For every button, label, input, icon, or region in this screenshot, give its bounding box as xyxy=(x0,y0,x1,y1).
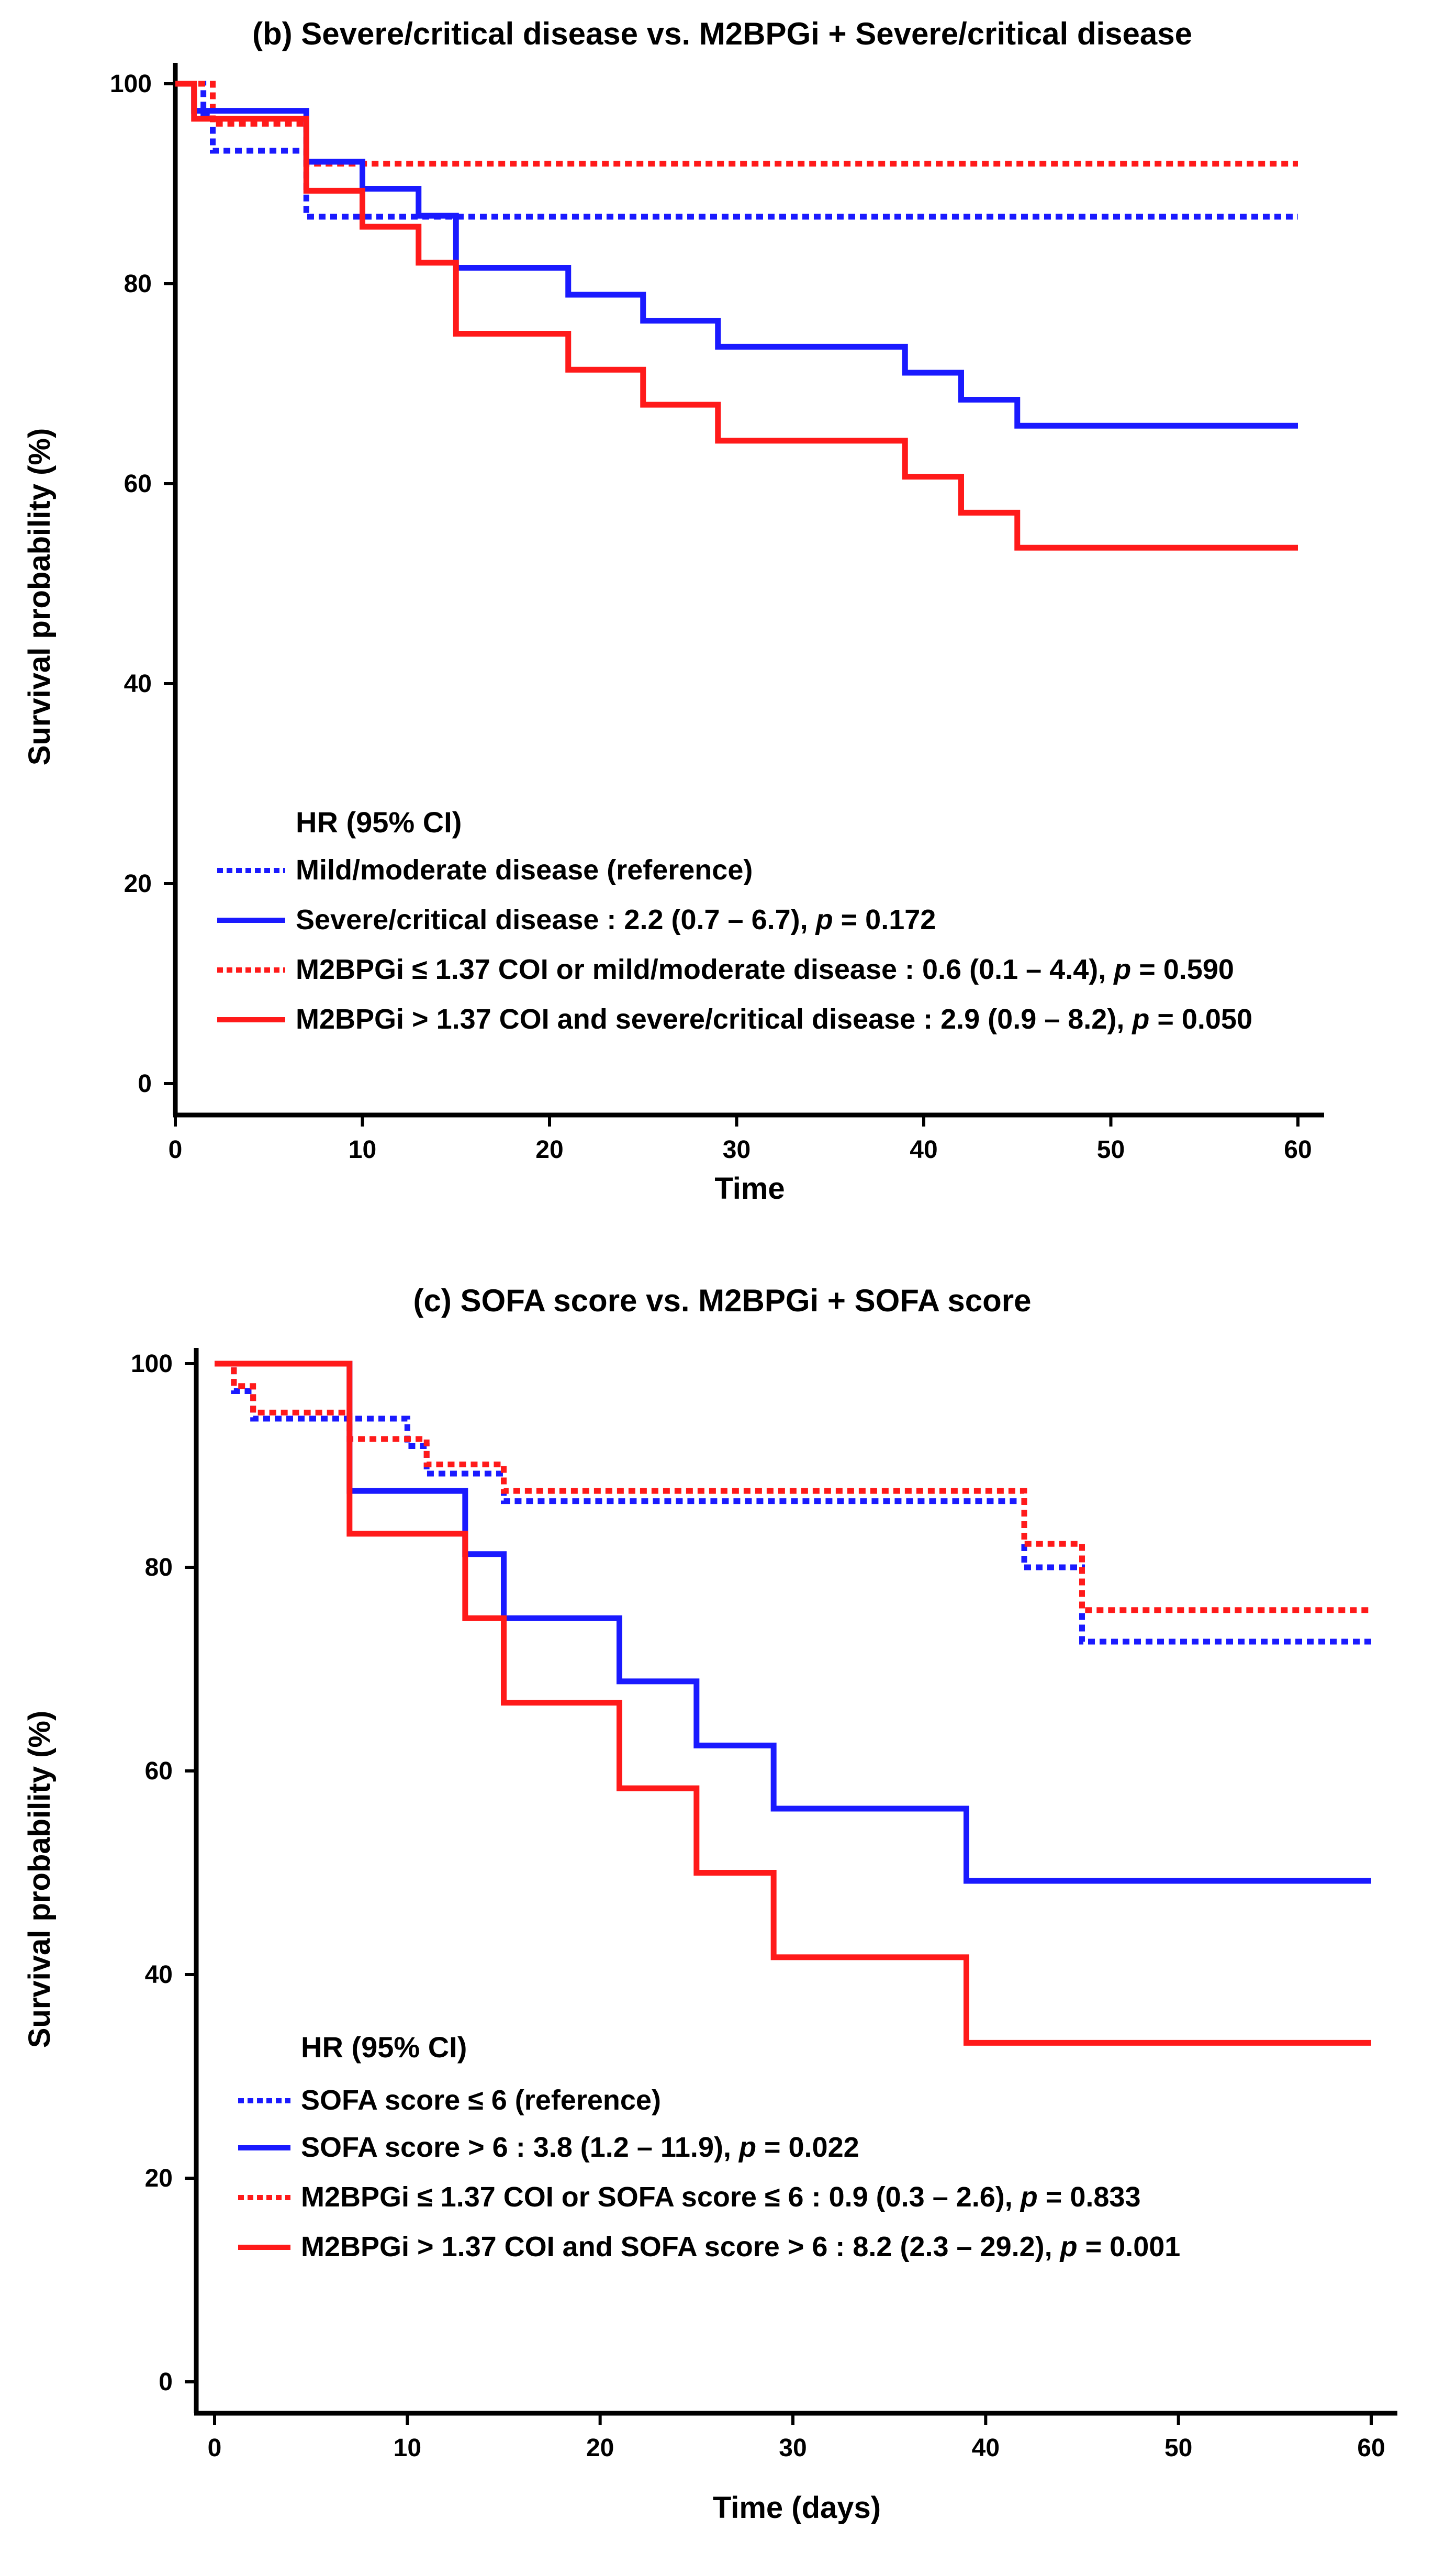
panel-c-curve-1 xyxy=(215,1361,1371,1645)
panel-b-legend-entry: M2BPGi > 1.37 COI and severe/critical di… xyxy=(296,1004,1252,1035)
panel-b-legend: HR (95% CI) Mild/moderate disease (refere… xyxy=(217,806,1252,1035)
panel-b-curve-2 xyxy=(175,81,1298,429)
panel-c-y-tick-label: 20 xyxy=(145,2165,173,2192)
panel-c-x-tick-label: 0 xyxy=(208,2434,222,2462)
panel-b-y-tick-label: 20 xyxy=(124,870,152,898)
panel-b-y-tick-label: 100 xyxy=(110,70,152,98)
panel-c-x-tick-label: 30 xyxy=(779,2434,807,2462)
panel-b-curve-4 xyxy=(175,81,1298,551)
panel-b-x-tick-label: 60 xyxy=(1284,1136,1312,1164)
panel-c-y-tick-label: 80 xyxy=(145,1554,173,1581)
panel-b-x-axis-label: Time xyxy=(714,1172,785,1206)
panel-c-legend-title: HR (95% CI) xyxy=(301,2031,467,2064)
panel-b-chart: (b) Severe/critical disease vs. M2BPGi +… xyxy=(23,16,1324,1206)
panel-c-curve-3 xyxy=(215,1361,1371,1613)
panel-b-x-tick-label: 50 xyxy=(1097,1136,1125,1164)
panel-c-legend-entry: SOFA score ≤ 6 (reference) xyxy=(301,2084,661,2116)
panel-b-legend-entry: M2BPGi ≤ 1.37 COI or mild/moderate disea… xyxy=(296,954,1234,985)
panel-c-legend-entry: M2BPGi > 1.37 COI and SOFA score > 6 : 8… xyxy=(301,2231,1180,2262)
panel-b-y-tick-label: 40 xyxy=(124,670,152,698)
panel-c-y-tick-label: 0 xyxy=(159,2368,173,2396)
panel-c-x-tick-label: 50 xyxy=(1164,2434,1192,2462)
panel-b-x-tick-label: 40 xyxy=(910,1136,937,1164)
panel-c-curve-2 xyxy=(215,1361,1371,1884)
panel-c-y-tick-label: 100 xyxy=(131,1350,173,1378)
panel-b-curve-1 xyxy=(175,81,1298,220)
panel-c-curve-4 xyxy=(215,1361,1371,2046)
panel-b-y-axis-label: Survival probability (%) xyxy=(23,428,57,766)
panel-c-x-tick-label: 10 xyxy=(394,2434,421,2462)
panel-c-legend-entry: SOFA score > 6 : 3.8 (1.2 – 11.9), p = 0… xyxy=(301,2132,859,2163)
panel-c-legend: HR (95% CI) SOFA score ≤ 6 (reference) SOF… xyxy=(238,2031,1180,2262)
panel-c-y-axis-label: Survival probability (%) xyxy=(23,1711,57,2048)
panel-c-y-tick-label: 40 xyxy=(145,1961,173,1989)
panel-b-x-tick-label: 0 xyxy=(169,1136,183,1164)
panel-b-y-tick-label: 0 xyxy=(138,1070,152,1098)
panel-b-title: (b) Severe/critical disease vs. M2BPGi +… xyxy=(252,16,1192,51)
panel-b-x-tick-label: 20 xyxy=(535,1136,563,1164)
panel-b-y-tick-label: 60 xyxy=(124,470,152,498)
panel-c-title: (c) SOFA score vs. M2BPGi + SOFA score xyxy=(413,1283,1032,1318)
panel-c-legend-entry: M2BPGi ≤ 1.37 COI or SOFA score ≤ 6 : 0.… xyxy=(301,2181,1140,2213)
panel-c-x-tick-label: 60 xyxy=(1357,2434,1385,2462)
panel-c-chart: (c) SOFA score vs. M2BPGi + SOFA score 0 1… xyxy=(23,1283,1397,2525)
panel-b-y-tick-label: 80 xyxy=(124,270,152,298)
panel-b-curve-3 xyxy=(175,81,1298,167)
panel-c-y-tick-label: 60 xyxy=(145,1757,173,1785)
panel-b-legend-entry: Severe/critical disease : 2.2 (0.7 – 6.7… xyxy=(296,904,936,935)
panel-c-x-tick-label: 20 xyxy=(586,2434,614,2462)
panel-b-legend-title: HR (95% CI) xyxy=(296,806,462,839)
panel-c-x-axis-label: Time (days) xyxy=(713,2491,881,2525)
panel-b-legend-entry: Mild/moderate disease (reference) xyxy=(296,854,753,886)
panel-c-x-tick-label: 40 xyxy=(972,2434,1000,2462)
panel-b-x-tick-label: 30 xyxy=(723,1136,751,1164)
panel-b-x-tick-label: 10 xyxy=(349,1136,376,1164)
